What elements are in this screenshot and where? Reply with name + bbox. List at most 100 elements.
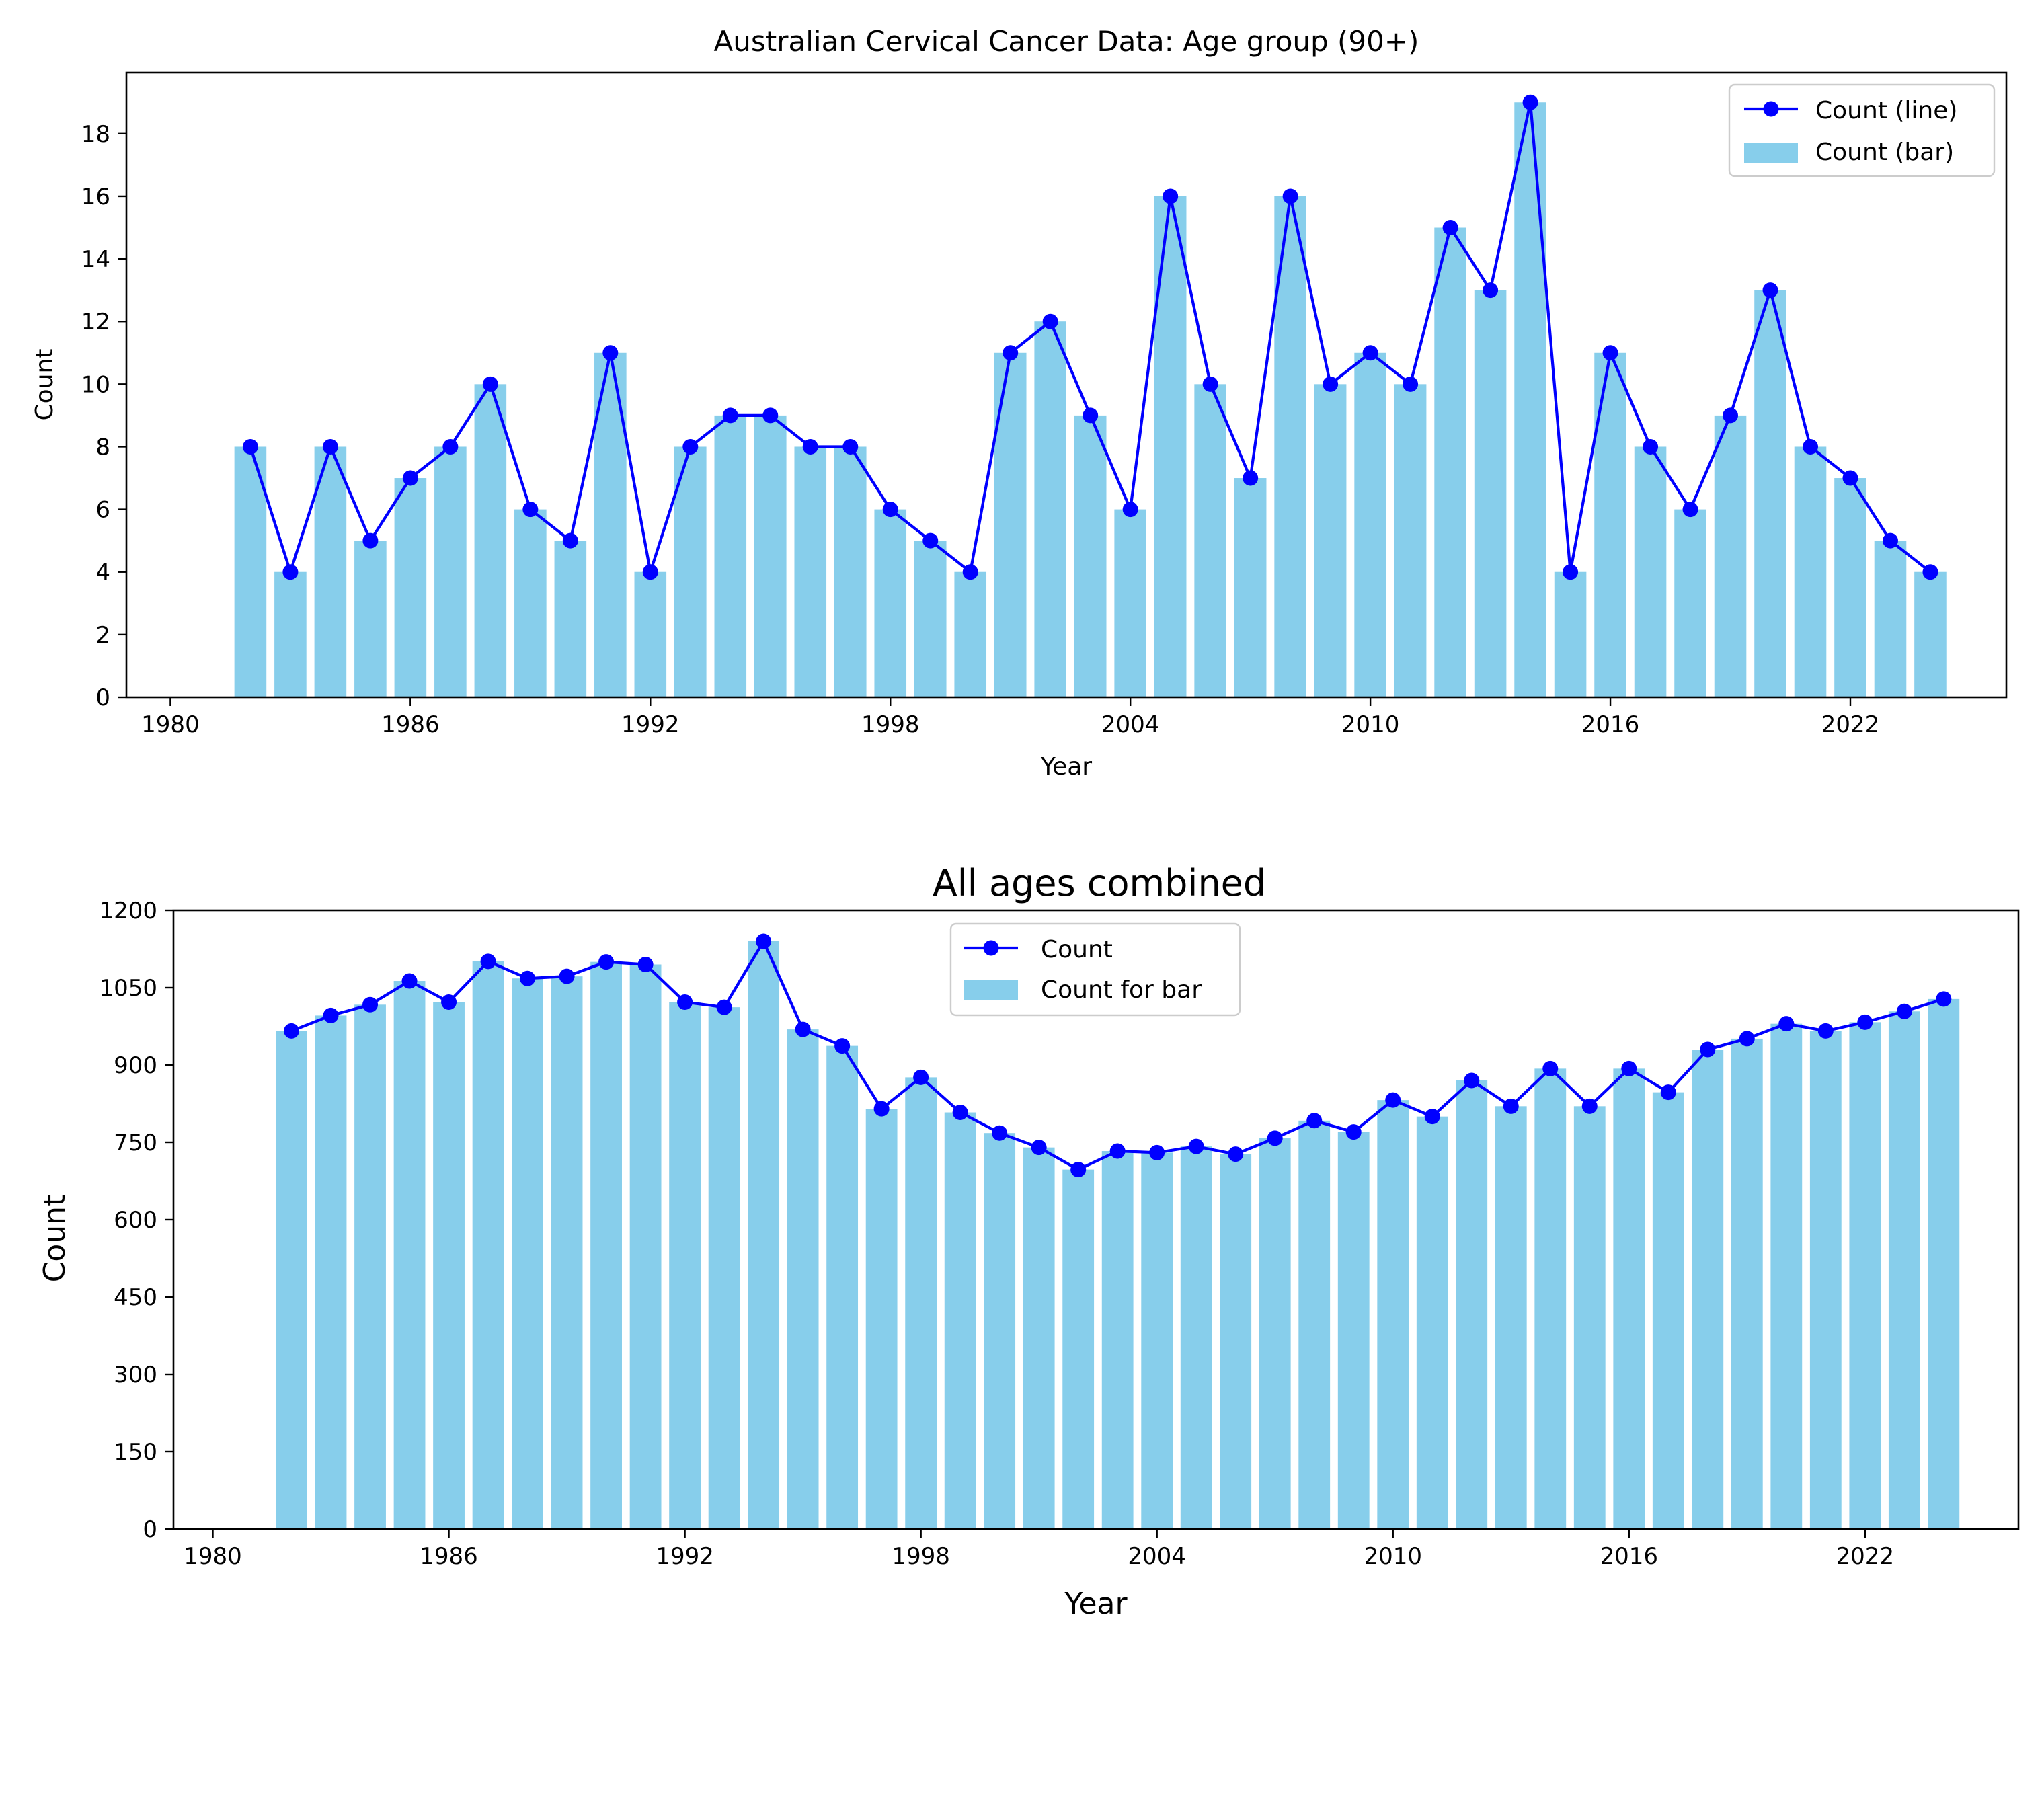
chart-2-point-2017 xyxy=(1660,1084,1676,1101)
chart-2-point-1982 xyxy=(284,1023,300,1039)
chart-2-bar-1987 xyxy=(472,961,504,1529)
chart-1-bar-1990 xyxy=(554,541,587,697)
chart-1-point-1993 xyxy=(682,438,699,455)
chart-1-x-axis-label: Year xyxy=(1040,753,1092,781)
chart-2-bar-2023 xyxy=(1888,1011,1920,1529)
chart-1-point-2012 xyxy=(1442,220,1458,235)
chart-1-x-tick-label: 2016 xyxy=(1581,711,1640,738)
chart-2-bar-2008 xyxy=(1298,1120,1331,1529)
chart-1-point-1984 xyxy=(322,438,338,455)
chart-2-point-2006 xyxy=(1228,1146,1244,1162)
chart-1-point-2009 xyxy=(1323,376,1339,392)
chart-1-bar-1997 xyxy=(834,446,867,697)
chart-1-point-2006 xyxy=(1202,376,1218,392)
chart-2-y-tick-label: 0 xyxy=(143,1516,157,1543)
chart-1-y-axis-label: Count xyxy=(31,349,58,421)
chart-2-bar-2022 xyxy=(1849,1022,1881,1529)
chart-2-bar-2007 xyxy=(1259,1138,1291,1529)
chart-2-bar-2005 xyxy=(1180,1146,1212,1529)
chart-2-point-2023 xyxy=(1896,1003,1912,1019)
chart-2-point-1999 xyxy=(952,1105,968,1121)
chart-1-bar-2023 xyxy=(1874,541,1907,697)
chart-2-point-2011 xyxy=(1424,1109,1440,1125)
chart-1-point-2013 xyxy=(1483,282,1499,299)
chart-2-bar-2006 xyxy=(1220,1154,1252,1529)
chart-2-point-2003 xyxy=(1109,1143,1126,1159)
chart-1-x-axis: 1980 1986 1992 1998 2004 2010 2016 2022 xyxy=(141,697,1879,738)
chart-2-point-2021 xyxy=(1817,1023,1834,1039)
chart-2-y-axis: 0 150 300 450 600 750 900 1050 1200 xyxy=(99,898,173,1543)
chart-2-bar-2024 xyxy=(1928,998,1960,1529)
chart-2-point-2014 xyxy=(1542,1060,1559,1076)
chart-1-point-1983 xyxy=(282,564,299,580)
chart-2-bar-2000 xyxy=(984,1133,1016,1529)
chart-1-bar-1996 xyxy=(794,446,827,697)
chart-1-bar-1994 xyxy=(714,415,747,697)
chart-2-x-tick-label: 2022 xyxy=(1836,1543,1895,1570)
chart-2-legend-box xyxy=(949,922,1241,1017)
chart-2-legend-bar-swatch xyxy=(964,980,1018,1000)
chart-1-line-series xyxy=(242,94,1938,580)
chart-2-bar-1983 xyxy=(315,1015,347,1529)
chart-2-point-1985 xyxy=(401,973,418,989)
chart-2-x-tick-label: 1986 xyxy=(420,1543,478,1570)
chart-2-bar-2016 xyxy=(1613,1068,1645,1529)
chart-1-legend-label-line: Count (line) xyxy=(1815,97,1957,124)
chart-1-y-axis: 0 2 4 6 8 10 12 14 16 18 xyxy=(81,121,126,711)
chart-1-point-2005 xyxy=(1163,188,1179,204)
chart-2-bar-1990 xyxy=(590,961,622,1529)
chart-1-point-2004 xyxy=(1122,502,1138,518)
chart-2-bar-1982 xyxy=(276,1031,307,1529)
chart-2-bar-2018 xyxy=(1692,1050,1724,1529)
chart-1-bar-2024 xyxy=(1914,571,1947,697)
chart-1-point-2015 xyxy=(1563,564,1579,580)
chart-1-bar-1998 xyxy=(874,509,907,697)
chart-2-point-1990 xyxy=(598,954,615,970)
chart-2-legend-marker xyxy=(983,940,999,956)
chart-all-ages-combined: All ages combined 1980 1986 1992 1998 2004 20… xyxy=(38,862,2020,1621)
chart-2-point-1992 xyxy=(677,994,693,1010)
chart-1-bar-2022 xyxy=(1834,478,1866,697)
chart-2-x-axis: 1980 1986 1992 1998 2004 2010 2016 2022 xyxy=(184,1529,1894,1570)
chart-2-bar-1988 xyxy=(512,978,543,1529)
chart-1-bar-2018 xyxy=(1674,509,1706,697)
chart-1-point-1994 xyxy=(722,407,738,424)
chart-1-point-2016 xyxy=(1602,345,1618,361)
chart-1-point-2022 xyxy=(1842,470,1858,486)
chart-2-point-2005 xyxy=(1188,1138,1204,1154)
chart-1-y-tick-label: 0 xyxy=(95,684,110,711)
chart-1-point-2023 xyxy=(1882,532,1898,549)
chart-2-bar-1995 xyxy=(787,1029,819,1529)
chart-1-bar-1988 xyxy=(474,384,507,697)
chart-1-bar-1986 xyxy=(394,478,427,697)
chart-1-y-tick-label: 16 xyxy=(81,184,110,210)
chart-1-y-tick-label: 2 xyxy=(95,622,110,649)
chart-1-y-tick-label: 6 xyxy=(95,497,110,524)
chart-2-point-2013 xyxy=(1503,1098,1519,1114)
chart-1-bar-2001 xyxy=(994,352,1027,697)
chart-1-bar-2015 xyxy=(1554,571,1587,697)
chart-2-point-2016 xyxy=(1621,1060,1637,1076)
chart-2-y-tick-label: 1200 xyxy=(99,898,157,924)
chart-1-legend-bar-swatch xyxy=(1744,143,1798,163)
chart-2-x-tick-label: 2016 xyxy=(1600,1543,1659,1570)
chart-1-point-1997 xyxy=(842,438,859,455)
chart-1-bar-2003 xyxy=(1074,415,1107,697)
chart-1-point-1982 xyxy=(242,438,258,455)
chart-1-x-tick-label: 2010 xyxy=(1341,711,1400,738)
chart-1-bar-2009 xyxy=(1314,384,1347,697)
chart-1-bar-2019 xyxy=(1714,415,1747,697)
chart-1-bar-2013 xyxy=(1474,290,1507,697)
chart-1-point-2019 xyxy=(1723,407,1739,424)
chart-1-bar-1995 xyxy=(754,415,787,697)
chart-2-x-tick-label: 1980 xyxy=(184,1543,242,1570)
chart-1-bar-2017 xyxy=(1634,446,1667,697)
chart-2-bar-1997 xyxy=(865,1109,898,1529)
chart-2-point-1987 xyxy=(480,953,496,970)
chart-2-bar-1984 xyxy=(354,1004,386,1529)
chart-1-bar-2012 xyxy=(1434,227,1466,697)
chart-2-bar-1999 xyxy=(944,1112,976,1529)
chart-1-point-1990 xyxy=(562,532,578,549)
chart-1-bar-2011 xyxy=(1394,384,1427,697)
